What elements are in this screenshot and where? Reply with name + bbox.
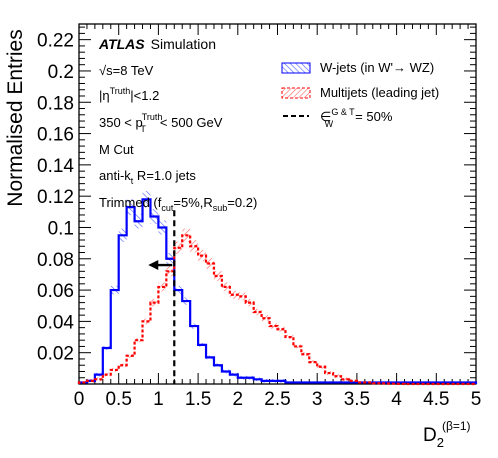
cut-arrow-head — [148, 260, 159, 271]
multijets-histogram — [77, 234, 476, 386]
y-tick-label: 0.08 — [37, 250, 74, 271]
multijets-uncertainty-band — [190, 240, 199, 253]
y-tick-label: 0.22 — [37, 31, 74, 52]
multijets-uncertainty-band — [341, 377, 349, 382]
axis-ticks: 0 0.5 1 1.5 2 2.5 3 3.5 4 4.5 5 0.02 0.04 0.06 0.08 0.1… — [37, 24, 481, 410]
x-tick-label: 1.5 — [185, 389, 211, 410]
x-tick-label: 3.5 — [344, 389, 370, 410]
series-layer — [77, 198, 478, 386]
pt-label-low: 350 < p — [99, 115, 143, 130]
y-tick-label: 0.18 — [37, 93, 74, 114]
trimming-label-head: Trimmed (f — [99, 195, 162, 210]
multijets-uncertainty-band — [269, 323, 278, 329]
antikt-label-main: anti-k — [99, 168, 131, 183]
y-tick-label: 0.1 — [48, 218, 74, 239]
cut-arrow-icon — [148, 260, 173, 271]
multijets-uncertainty-band — [253, 308, 262, 316]
y-axis-title: Normalised Entries — [4, 29, 27, 206]
legend-label-multijets: Multijets (leading jet) — [320, 85, 439, 100]
legend-label-cut: ∈G & T W = 50% — [320, 107, 393, 129]
atlas-label: ATLAS Simulation — [98, 36, 216, 52]
multijets-uncertainty-band — [229, 290, 238, 299]
x-axis-title-sup: (β=1) — [442, 419, 471, 433]
multijets-uncertainty-band — [213, 271, 222, 281]
y-tick-label: 0.14 — [37, 156, 74, 177]
x-tick-label: 0.5 — [105, 389, 131, 410]
antikt-label-sub: t — [131, 176, 134, 186]
y-tick-label: 0.12 — [37, 187, 74, 208]
pt-label: 350 < pTruth T < 500 GeV — [99, 112, 223, 134]
pt-label-sub: T — [140, 124, 146, 134]
x-tick-label: 4 — [391, 389, 402, 410]
y-tick-label: 0.16 — [37, 125, 74, 146]
multijets-uncertainty-band — [261, 315, 270, 322]
multijets-uncertainty-band — [134, 338, 143, 343]
eta-label-tail: |<1.2 — [130, 88, 159, 103]
atlas-label-simulation: Simulation — [151, 36, 216, 52]
pt-label-sup: Truth — [142, 112, 163, 122]
x-tick-label: 2 — [233, 389, 244, 410]
legend-swatch-w-jets — [281, 62, 311, 74]
multijets-uncertainty-band — [166, 266, 175, 277]
legend-swatch-multijets — [281, 87, 311, 99]
trimming-label-rsub: sub — [213, 203, 228, 213]
x-axis-title-main: D — [423, 425, 437, 446]
eta-label-main: |η — [99, 88, 110, 103]
y-tick-label: 0.2 — [48, 62, 74, 83]
trimming-label-mid: =5%,R — [173, 195, 212, 210]
multijets-uncertainty-band — [348, 378, 357, 383]
x-tick-label: 1 — [153, 389, 164, 410]
annotation-block: ATLAS Simulation √s=8 TeV |ηTruth|<1.2 35… — [98, 36, 257, 213]
trimming-label-fsub: cut — [161, 203, 174, 213]
y-tick-label: 0.04 — [37, 312, 74, 333]
legend-label-w-jets: W-jets (in W'→ WZ) — [320, 60, 434, 75]
x-tick-label: 5 — [471, 389, 482, 410]
pt-label-high: < 500 GeV — [160, 115, 223, 130]
multijets-uncertainty-band — [301, 352, 310, 357]
y-tick-label: 0.06 — [37, 281, 74, 302]
x-tick-label: 3 — [312, 389, 323, 410]
x-axis-title: D2 (β=1) — [423, 419, 471, 450]
atlas-label-bold: ATLAS — [98, 36, 145, 52]
multijets-uncertainty-band — [293, 344, 302, 349]
eta-label: |ηTruth|<1.2 — [99, 86, 159, 103]
energy-label: √s=8 TeV — [99, 63, 154, 78]
x-tick-label: 0 — [74, 389, 85, 410]
legend: W-jets (in W'→ WZ) Multijets (leading je… — [281, 60, 439, 129]
eta-label-sup: Truth — [110, 86, 131, 96]
antikt-label-tail: R=1.0 jets — [133, 168, 196, 183]
legend-cut-sub: W — [325, 119, 334, 129]
trimming-label: Trimmed (fcut=5%,Rsub=0.2) — [99, 195, 257, 213]
mcut-label: M Cut — [99, 142, 134, 157]
legend-cut-sup: G & T — [331, 107, 355, 117]
x-tick-label: 4.5 — [423, 389, 449, 410]
legend-cut-value: = 50% — [355, 109, 393, 124]
multijets-uncertainty-band — [309, 360, 318, 364]
antikt-label: anti-kt R=1.0 jets — [99, 168, 196, 186]
legend-cut-symbol: ∈ — [320, 109, 331, 124]
multijets-uncertainty-band — [94, 377, 103, 382]
y-tick-label: 0.02 — [37, 344, 74, 365]
x-tick-label: 2.5 — [264, 389, 290, 410]
x-axis-title-sub: 2 — [437, 435, 444, 450]
multijets-uncertainty-band — [110, 368, 119, 372]
trimming-label-tail: =0.2) — [227, 195, 257, 210]
multijets-uncertainty-band — [126, 353, 135, 358]
